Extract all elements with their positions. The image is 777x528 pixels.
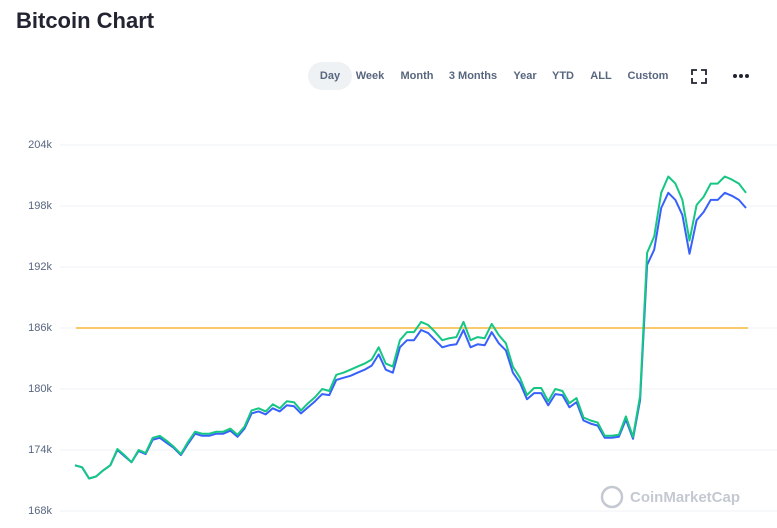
watermark-text: CoinMarketCap [630,489,740,506]
tab[interactable]: Week [356,70,385,82]
price-line [74,175,747,480]
active-tab-bg [308,62,352,90]
price-line [74,191,747,480]
tab[interactable]: Month [401,70,434,82]
fullscreen-icon[interactable] [691,69,707,84]
y-tick-label: 174k [28,444,52,456]
watermark: CoinMarketCap [600,485,740,509]
y-tick-label: 198k [28,200,52,212]
tab[interactable]: ALL [590,70,612,82]
y-tick-label: 192k [28,261,52,273]
tab[interactable]: YTD [552,70,574,82]
y-tick-label: 168k [28,505,52,517]
tab[interactable]: Custom [628,70,669,82]
tab[interactable]: 3 Months [449,70,497,82]
tab[interactable]: Day [320,70,341,82]
more-icon[interactable] [733,74,749,78]
y-tick-label: 180k [28,383,52,395]
y-tick-label: 186k [28,322,52,334]
page-title: Bitcoin Chart [16,8,155,33]
y-tick-label: 204k [28,139,52,151]
tab[interactable]: Year [513,70,537,82]
